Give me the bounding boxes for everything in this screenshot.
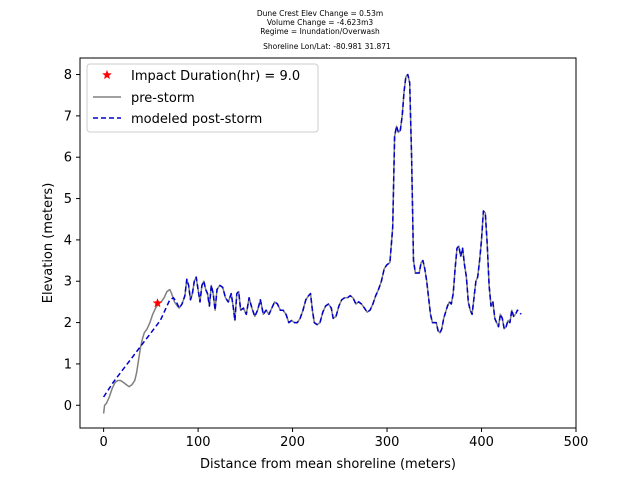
- y-tick-label: 2: [64, 316, 72, 331]
- y-tick-label: 8: [64, 68, 72, 83]
- marker-layer: [152, 297, 163, 308]
- x-axis-label: Distance from mean shoreline (meters): [200, 457, 456, 472]
- y-axis-label: Elevation (meters): [41, 183, 56, 304]
- y-tick-label: 5: [64, 192, 72, 207]
- chart-title: Dune Crest Elev Change = 0.53m Volume Ch…: [257, 9, 391, 51]
- y-axis: 0 1 2 3 4 5 6 7 8: [64, 68, 80, 414]
- title-line-1: Dune Crest Elev Change = 0.53m: [257, 9, 383, 18]
- impact-marker: [152, 297, 163, 308]
- y-tick-label: 7: [64, 109, 72, 124]
- legend-impact-marker-icon: [102, 69, 112, 80]
- x-axis: 0 100 200 300 400 500: [99, 428, 588, 450]
- x-tick-label: 0: [99, 435, 107, 450]
- series-layer: [102, 73, 522, 414]
- y-tick-label: 6: [64, 151, 72, 166]
- x-tick-label: 200: [280, 435, 305, 450]
- y-tick-label: 4: [64, 233, 72, 248]
- title-line-3: Regime = Inundation/Overwash: [260, 27, 380, 36]
- legend-star-icon: [102, 69, 112, 80]
- title-line-2: Volume Change = -4.623m3: [267, 18, 374, 27]
- x-tick-label: 400: [469, 435, 494, 450]
- title-line-4: Shoreline Lon/Lat: -80.981 31.871: [263, 42, 391, 51]
- legend: Impact Duration(hr) = 9.0 pre-storm mode…: [86, 63, 319, 133]
- legend-box: [86, 63, 319, 133]
- y-tick-label: 0: [64, 399, 72, 414]
- series-line-modeled-post-storm: [102, 73, 522, 398]
- series-line-pre-storm: [102, 73, 517, 414]
- y-tick-label: 3: [64, 275, 72, 290]
- legend-label-pre-storm: pre-storm: [131, 91, 195, 106]
- legend-label-impact: Impact Duration(hr) = 9.0: [131, 69, 300, 84]
- x-tick-label: 100: [186, 435, 211, 450]
- x-tick-label: 500: [564, 435, 589, 450]
- legend-label-post-storm: modeled post-storm: [131, 112, 262, 127]
- x-tick-label: 300: [375, 435, 400, 450]
- y-tick-label: 1: [64, 357, 72, 372]
